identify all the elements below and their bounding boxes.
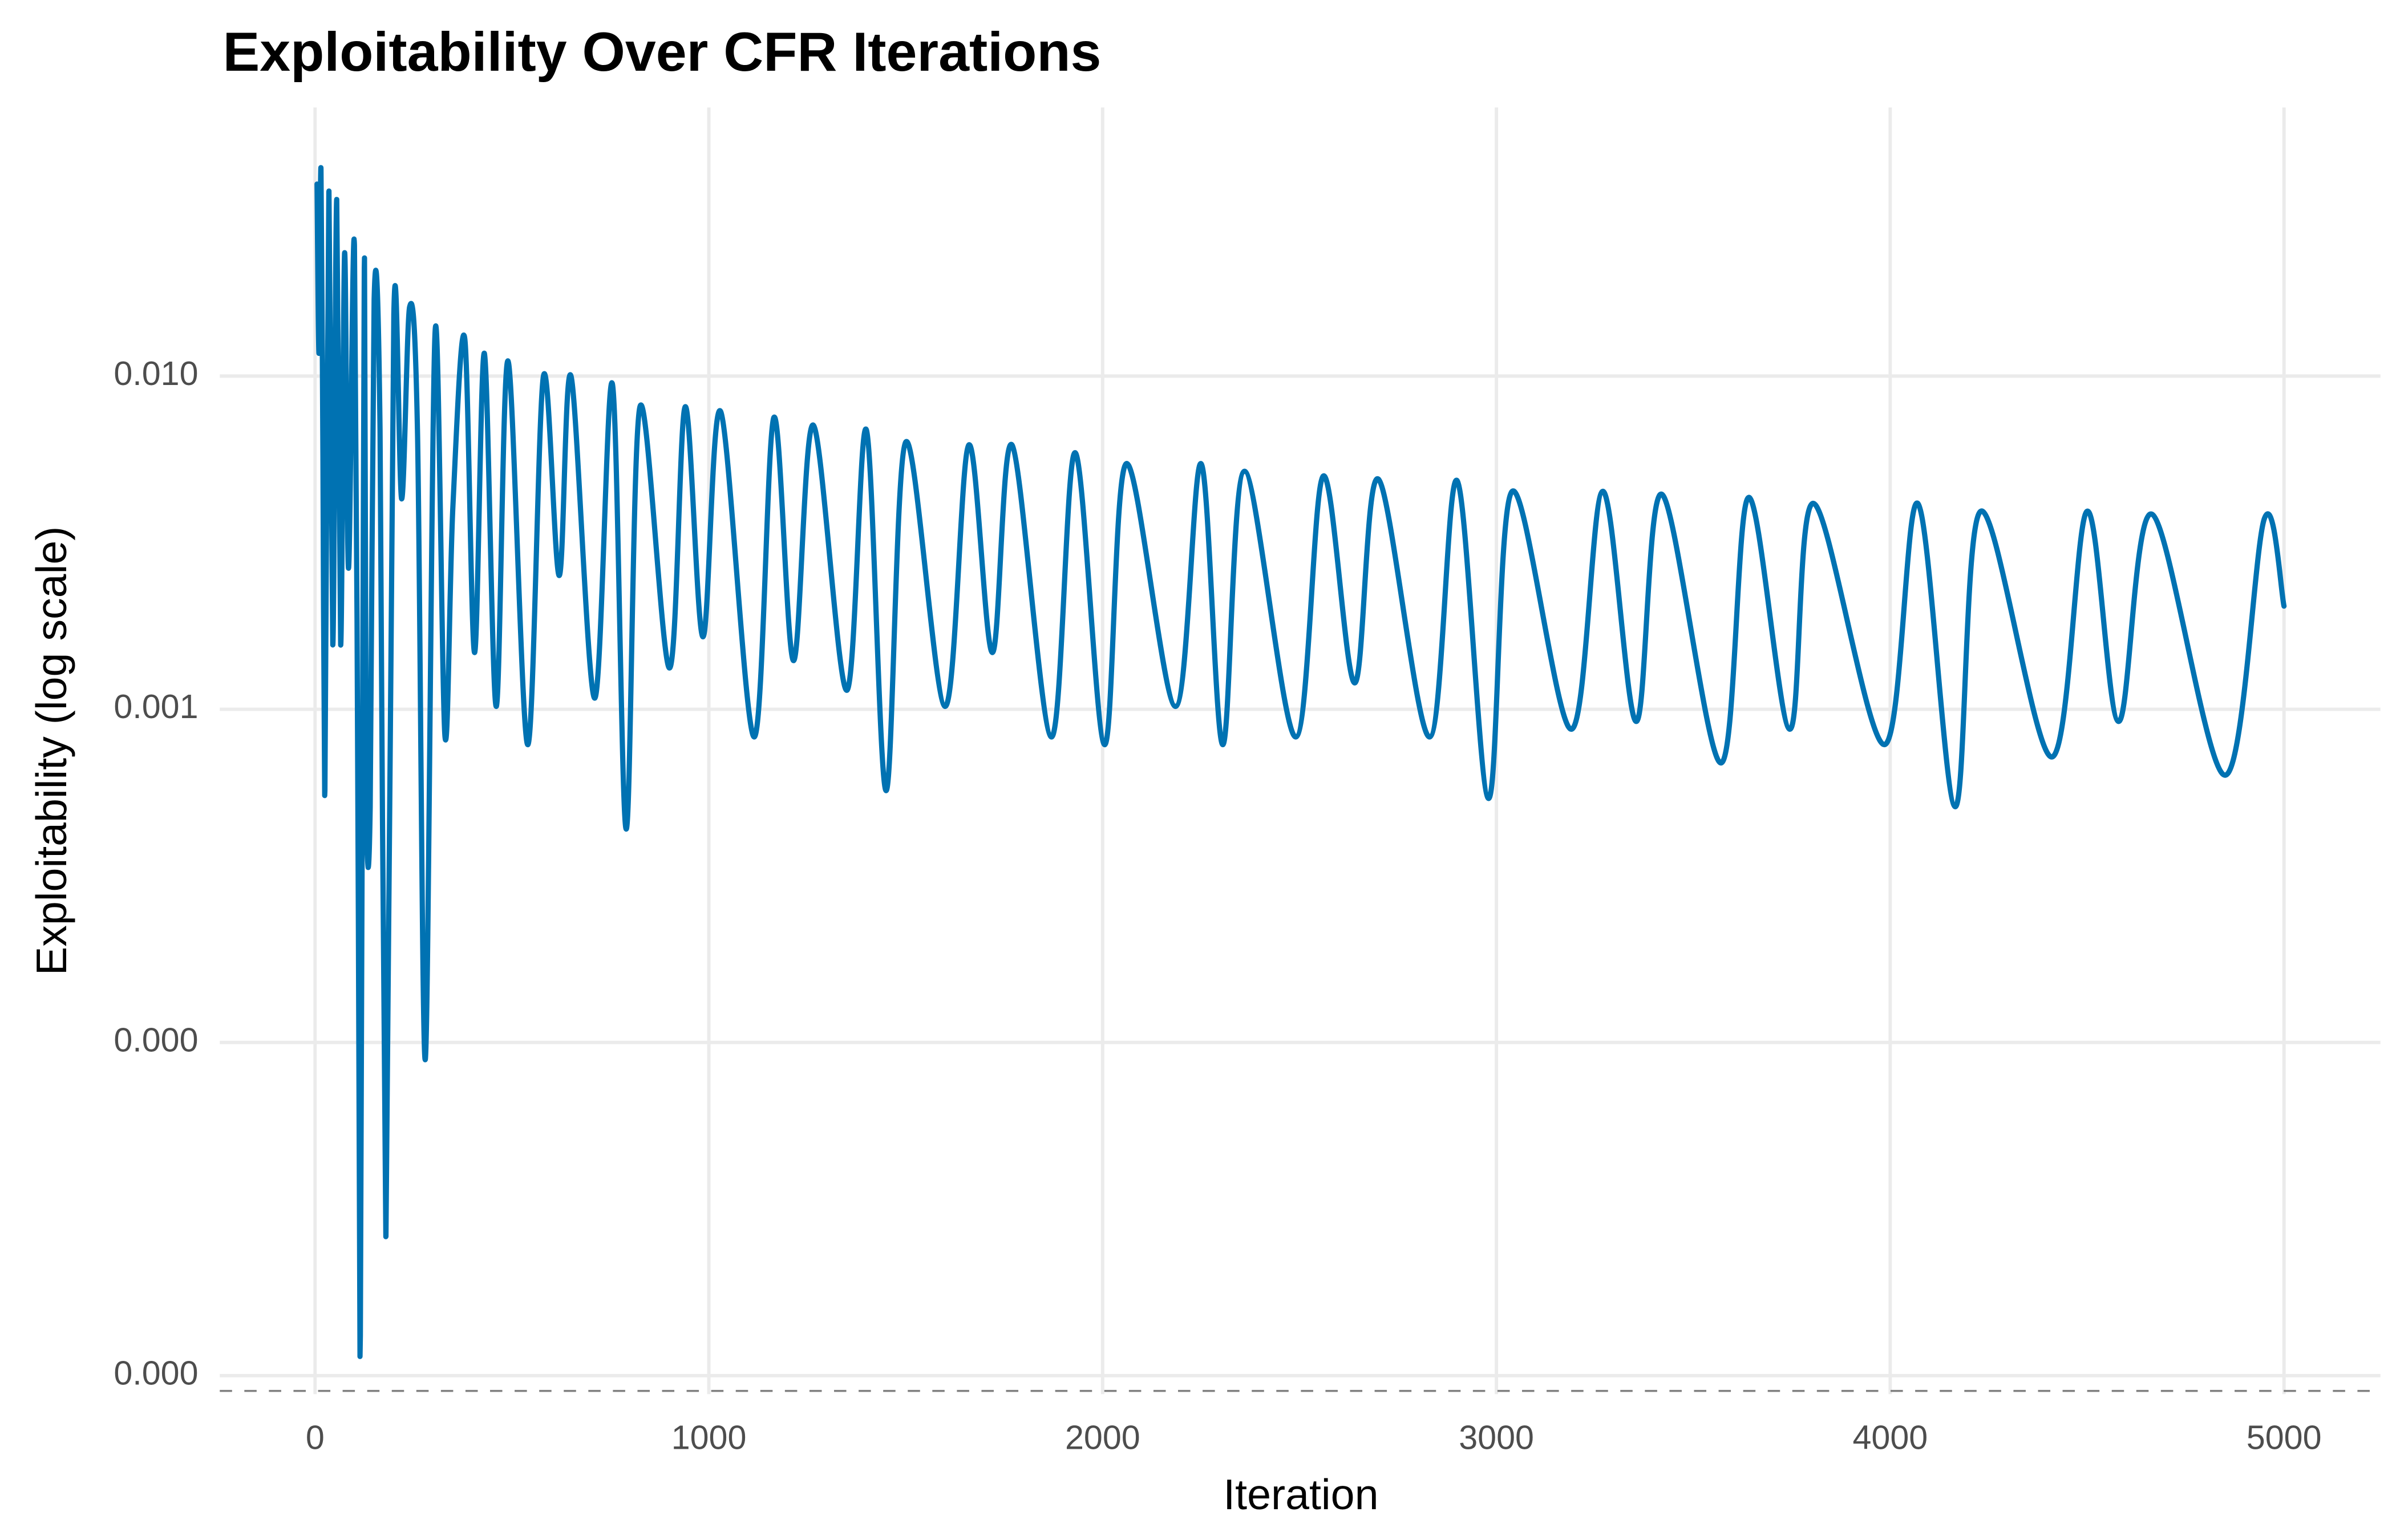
x-tick-label: 4000 <box>1853 1419 1928 1457</box>
x-tick-label: 2000 <box>1065 1419 1140 1457</box>
y-tick-label: 0.010 <box>114 354 198 392</box>
chart-title: Exploitability Over CFR Iterations <box>223 21 1102 83</box>
y-axis-title: Exploitability (log scale) <box>27 526 75 975</box>
grid: 0.010 0.001 0.000 0.000 0 1000 2000 3000 4000 500… <box>114 107 2381 1457</box>
x-tick-label: 0 <box>306 1419 325 1457</box>
x-tick-label: 1000 <box>671 1419 747 1457</box>
data-line <box>314 165 2287 1359</box>
y-tick-label: 0.001 <box>114 687 198 726</box>
y-tick-label: 0.000 <box>114 1353 198 1392</box>
plot-area <box>220 165 2381 1392</box>
y-tick-label: 0.000 <box>114 1020 198 1059</box>
x-tick-label: 5000 <box>2247 1419 2322 1457</box>
x-tick-label: 3000 <box>1459 1419 1534 1457</box>
x-axis-title: Iteration <box>1223 1470 1378 1518</box>
